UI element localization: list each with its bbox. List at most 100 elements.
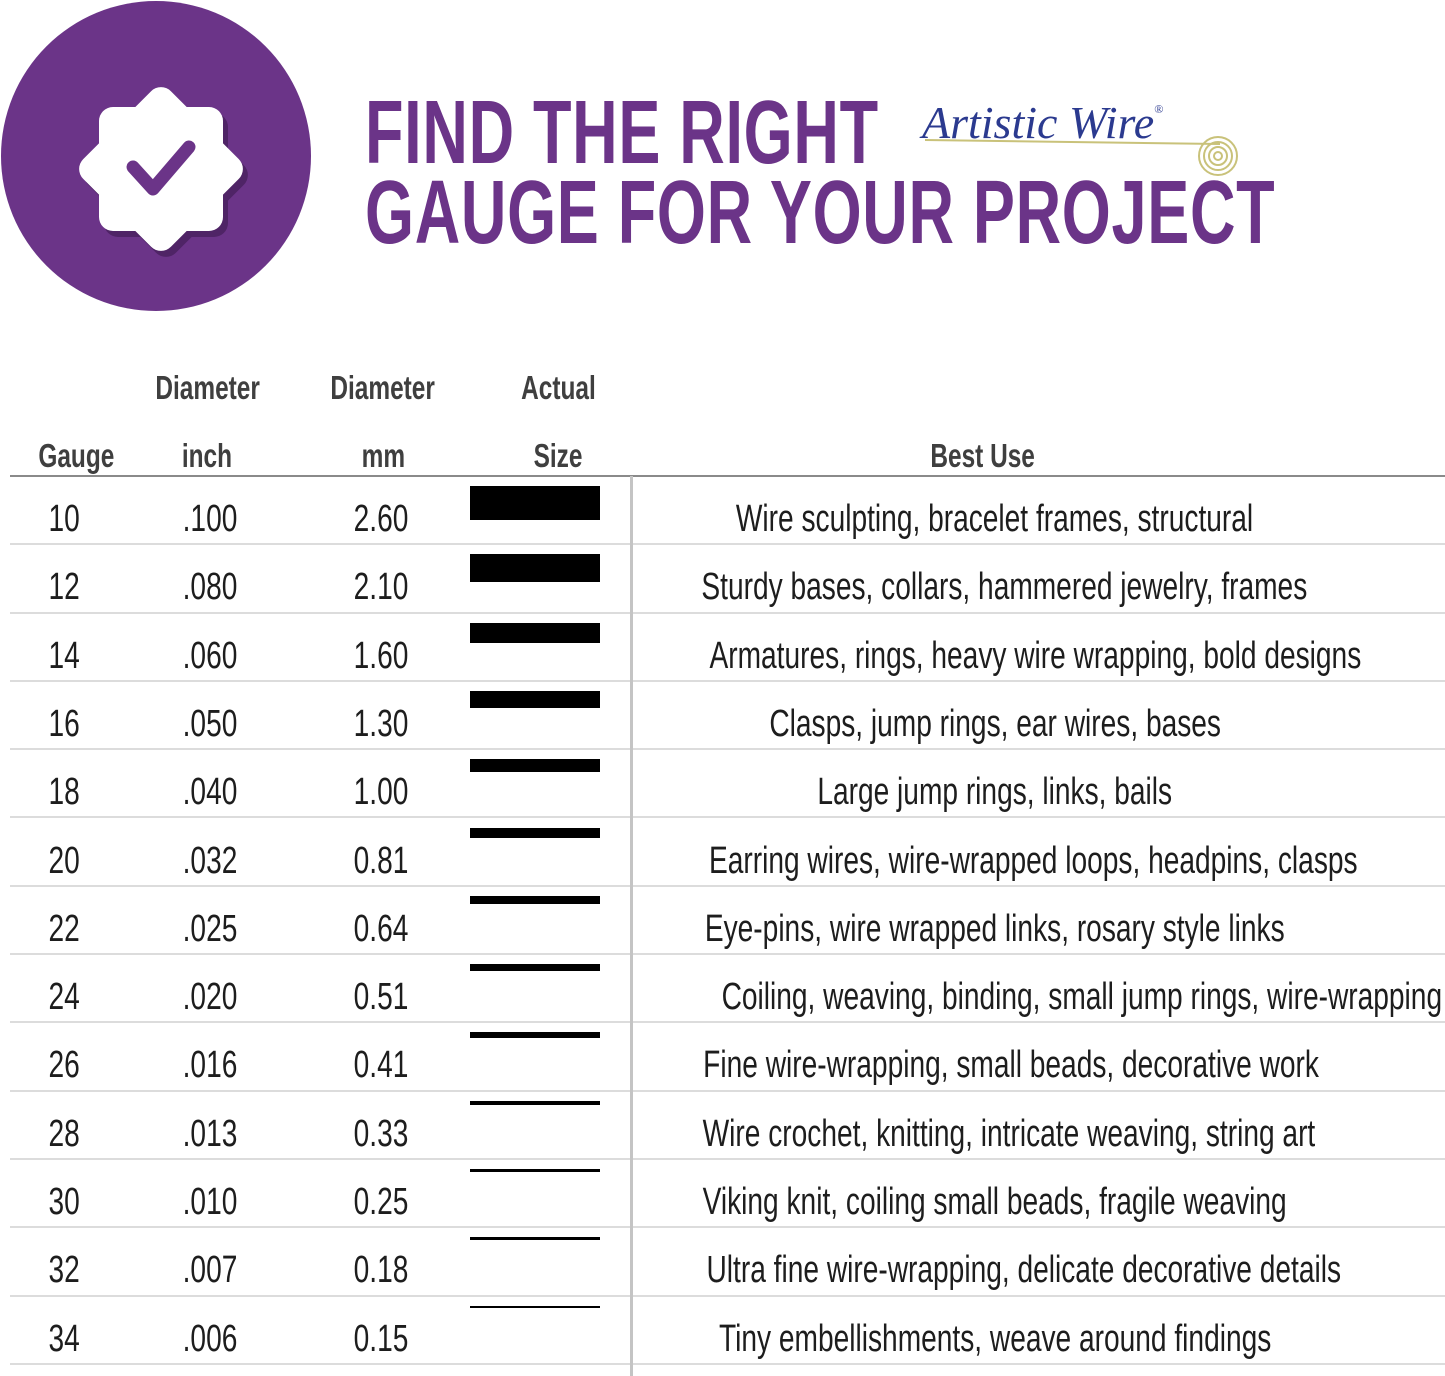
header-gauge: Gauge bbox=[37, 437, 114, 474]
best-use-cell: Wire crochet, knitting, intricate weavin… bbox=[702, 1112, 1316, 1155]
best-use-cell: Ultra fine wire-wrapping, delicate decor… bbox=[706, 1249, 1342, 1292]
best-use-cell: Large jump rings, links, bails bbox=[817, 771, 1173, 814]
row-divider bbox=[10, 748, 1445, 751]
wire-size-bar bbox=[470, 759, 600, 773]
best-use-cell: Tiny embellishments, weave around findin… bbox=[718, 1317, 1272, 1360]
row-divider bbox=[10, 1157, 1445, 1160]
table-row: 32 .007 0.18 Ultra fine wire-wrapping, deli… bbox=[0, 1228, 1445, 1297]
title-line-1: FIND THE RIGHT bbox=[365, 83, 879, 183]
wire-size-bar bbox=[470, 827, 600, 839]
row-divider bbox=[10, 884, 1445, 887]
table-row: 10 .100 2.60 Wire sculpting, bracelet frame… bbox=[0, 477, 1445, 546]
mm-cell: 1.30 bbox=[353, 702, 409, 745]
gauge-cell: 18 bbox=[48, 771, 80, 814]
inch-cell: .050 bbox=[182, 702, 238, 745]
gauge-cell: 32 bbox=[48, 1249, 80, 1292]
gauge-cell: 10 bbox=[48, 498, 80, 540]
wire-size-bar bbox=[470, 1237, 600, 1240]
header-mm-bottom: mm bbox=[361, 437, 405, 474]
inch-cell: .006 bbox=[182, 1317, 238, 1360]
best-use-cell: Viking knit, coiling small beads, fragil… bbox=[702, 1181, 1288, 1223]
column-divider bbox=[630, 476, 633, 1376]
badge-circle bbox=[1, 1, 311, 311]
table-row: 14 .060 1.60 Armatures, rings, heavy wire w… bbox=[0, 614, 1445, 682]
gauge-cell: 34 bbox=[48, 1317, 80, 1360]
wire-size-bar bbox=[470, 690, 600, 708]
mm-cell: 2.10 bbox=[353, 566, 409, 609]
best-use-cell: Earring wires, wire-wrapped loops, headp… bbox=[708, 839, 1358, 882]
mm-cell: 0.15 bbox=[353, 1317, 409, 1360]
mm-cell: 2.60 bbox=[353, 498, 409, 540]
mm-cell: 0.64 bbox=[353, 907, 409, 950]
wire-size-bar bbox=[470, 1100, 600, 1105]
gauge-cell: 16 bbox=[48, 702, 80, 745]
wire-size-bar bbox=[470, 1169, 600, 1173]
table-row: 24 .020 0.51 Coiling, weaving, binding, sma… bbox=[0, 955, 1445, 1024]
verified-badge-checkmark-icon bbox=[79, 87, 248, 257]
inch-cell: .013 bbox=[182, 1112, 238, 1155]
wire-size-bar bbox=[470, 554, 600, 582]
mm-cell: 0.25 bbox=[353, 1181, 409, 1223]
wire-spiral-icon bbox=[924, 136, 1238, 176]
inch-cell: .007 bbox=[182, 1249, 238, 1292]
table-row: 30 .010 0.25 Viking knit, coiling small bea… bbox=[0, 1160, 1445, 1229]
gauge-cell: 22 bbox=[48, 907, 80, 950]
header-mm-top: Diameter bbox=[330, 369, 436, 406]
gauge-cell: 14 bbox=[48, 634, 80, 677]
wire-size-bar bbox=[470, 1032, 600, 1038]
mm-cell: 0.33 bbox=[353, 1112, 409, 1155]
mm-cell: 0.18 bbox=[353, 1249, 409, 1292]
best-use-cell: Armatures, rings, heavy wire wrapping, b… bbox=[709, 634, 1362, 677]
gauge-cell: 24 bbox=[48, 976, 80, 1019]
row-divider bbox=[10, 679, 1445, 682]
table-row: 26 .016 0.41 Fine wire-wrapping, small bead… bbox=[0, 1023, 1445, 1092]
inch-cell: .020 bbox=[182, 976, 238, 1019]
row-divider bbox=[10, 611, 1445, 614]
row-divider bbox=[10, 1226, 1445, 1229]
mm-cell: 1.00 bbox=[353, 771, 409, 814]
table-row: 22 .025 0.64 Eye-pins, wire wrapped links, … bbox=[0, 887, 1445, 956]
mm-cell: 0.51 bbox=[353, 976, 409, 1019]
table-row: 12 .080 2.10 Sturdy bases, collars, hammere… bbox=[0, 545, 1445, 614]
header-inch-bottom: inch bbox=[181, 437, 233, 474]
best-use-cell: Eye-pins, wire wrapped links, rosary sty… bbox=[705, 907, 1285, 950]
inch-cell: .080 bbox=[182, 566, 238, 609]
artistic-wire-logo: Artistic Wire® bbox=[922, 96, 1163, 149]
gauge-cell: 26 bbox=[48, 1044, 80, 1087]
header-size-top: Actual bbox=[520, 369, 596, 406]
row-divider bbox=[10, 1089, 1445, 1092]
inch-cell: .100 bbox=[182, 498, 238, 540]
row-divider bbox=[10, 953, 1445, 956]
best-use-cell: Sturdy bases, collars, hammered jewelry,… bbox=[701, 566, 1308, 609]
title-line-2: GAUGE FOR YOUR PROJECT bbox=[365, 163, 1276, 263]
inch-cell: .016 bbox=[182, 1044, 238, 1087]
header-best-use: Best Use bbox=[930, 437, 1036, 474]
wire-size-bar bbox=[470, 895, 600, 905]
row-divider bbox=[10, 1021, 1445, 1024]
gauge-cell: 20 bbox=[48, 839, 80, 882]
gauge-cell: 12 bbox=[48, 566, 80, 609]
row-divider bbox=[10, 816, 1445, 819]
inch-cell: .060 bbox=[182, 634, 238, 677]
registered-mark: ® bbox=[1154, 102, 1164, 116]
row-divider bbox=[10, 1362, 1445, 1365]
table-row: 34 .006 0.15 Tiny embellishments, weave aro… bbox=[0, 1297, 1445, 1365]
wire-size-bar bbox=[470, 1305, 600, 1308]
inch-cell: .025 bbox=[182, 907, 238, 950]
gauge-cell: 30 bbox=[48, 1181, 80, 1223]
header-divider bbox=[10, 475, 1445, 477]
wire-size-bar bbox=[470, 964, 600, 971]
table-row: 20 .032 0.81 Earring wires, wire-wrapped lo… bbox=[0, 819, 1445, 887]
inch-cell: .010 bbox=[182, 1181, 238, 1223]
mm-cell: 0.81 bbox=[353, 839, 409, 882]
header-size-bottom: Size bbox=[533, 437, 583, 474]
best-use-cell: Coiling, weaving, binding, small jump ri… bbox=[721, 976, 1443, 1019]
row-divider bbox=[10, 1294, 1445, 1297]
wire-size-bar bbox=[470, 486, 600, 520]
best-use-cell: Fine wire-wrapping, small beads, decorat… bbox=[703, 1044, 1319, 1087]
mm-cell: 1.60 bbox=[353, 634, 409, 677]
table-row: 18 .040 1.00 Large jump rings, links, bails bbox=[0, 750, 1445, 819]
table-row: 28 .013 0.33 Wire crochet, knitting, intric… bbox=[0, 1092, 1445, 1160]
wire-size-bar bbox=[470, 622, 600, 644]
table-row: 16 .050 1.30 Clasps, jump rings, ear wires,… bbox=[0, 682, 1445, 751]
